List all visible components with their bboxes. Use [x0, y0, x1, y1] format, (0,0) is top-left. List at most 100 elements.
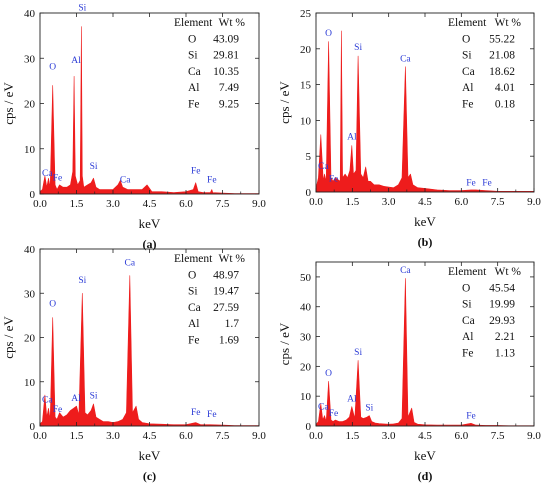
- peak-label: Ca: [42, 396, 53, 406]
- y-tick-label: 30: [24, 288, 36, 300]
- x-tick-label: 1.5: [70, 430, 84, 442]
- peak-label: Al: [71, 56, 81, 66]
- x-tick-label: 6.0: [179, 430, 193, 442]
- table-cell-wt: 9.25: [219, 99, 239, 111]
- peak-label: O: [49, 300, 56, 310]
- y-tick-label: 30: [300, 332, 312, 344]
- table-cell-wt: 18.62: [489, 66, 515, 78]
- y-tick-label: 30: [24, 53, 36, 65]
- x-tick-label: 0.0: [33, 430, 47, 442]
- x-tick-label: 7.5: [491, 196, 505, 208]
- y-tick-label: 40: [300, 302, 312, 314]
- y-tick-label: 0: [30, 421, 36, 433]
- y-axis-label: cps / eV: [277, 81, 292, 124]
- table-cell-element: Al: [462, 82, 474, 94]
- y-tick-label: 0: [306, 187, 312, 199]
- x-tick-label: 0.0: [309, 196, 323, 208]
- table-cell-element: Fe: [188, 99, 200, 111]
- spectrum-area: [315, 278, 535, 427]
- x-tick-label: 9.0: [252, 198, 266, 210]
- table-cell-wt: 1.13: [495, 348, 515, 360]
- table-header-wt: Wt %: [218, 253, 245, 265]
- panel-label: (c): [143, 469, 156, 483]
- peak-label: Si: [78, 4, 86, 14]
- peak-label: Si: [90, 392, 98, 402]
- table-cell-element: O: [188, 269, 196, 281]
- x-tick-label: 6.0: [454, 430, 468, 442]
- peak-label: Fe: [466, 179, 476, 189]
- table-cell-element: Ca: [462, 315, 475, 327]
- peak-label: Fe: [466, 412, 476, 422]
- x-axis-label: keV: [139, 216, 161, 231]
- table-cell-wt: 7.49: [219, 82, 239, 94]
- peak-label: O: [325, 29, 332, 39]
- peak-label: Al: [347, 394, 357, 404]
- panel-label: (b): [418, 235, 433, 249]
- spectrum-area: [39, 275, 260, 427]
- y-tick-label: 50: [300, 272, 312, 284]
- table-cell-wt: 48.97: [213, 269, 239, 281]
- table-cell-wt: 29.81: [213, 50, 239, 62]
- table-cell-element: Fe: [188, 335, 200, 347]
- peak-label: Ca: [318, 403, 329, 413]
- table-header-wt: Wt %: [218, 17, 245, 29]
- peak-label: Si: [78, 276, 86, 286]
- table-cell-element: Ca: [188, 302, 201, 314]
- x-tick-label: 0.0: [33, 198, 47, 210]
- table-cell-element: Fe: [462, 348, 474, 360]
- peak-label: Fe: [329, 409, 339, 419]
- x-axis-label: keV: [139, 448, 161, 463]
- y-axis-label: cps / eV: [1, 82, 16, 125]
- y-tick-label: 10: [300, 115, 312, 127]
- table-cell-wt: 0.18: [495, 99, 515, 111]
- x-tick-label: 1.5: [70, 198, 84, 210]
- y-axis-label: cps / eV: [1, 316, 16, 359]
- peak-label: Fe: [329, 174, 339, 184]
- y-axis-label: cps / eV: [277, 322, 292, 365]
- peak-label: Fe: [53, 173, 63, 183]
- x-tick-label: 9.0: [252, 430, 266, 442]
- table-cell-wt: 27.59: [213, 302, 239, 314]
- x-tick-label: 3.0: [382, 196, 396, 208]
- y-tick-label: 10: [24, 377, 36, 389]
- y-tick-label: 40: [24, 244, 36, 256]
- x-tick-label: 3.0: [106, 430, 120, 442]
- x-tick-label: 7.5: [216, 430, 230, 442]
- y-tick-label: 20: [300, 361, 312, 373]
- table-cell-element: Ca: [188, 66, 201, 78]
- y-tick-label: 0: [306, 421, 312, 433]
- panel-label: (d): [418, 469, 433, 483]
- spectrum-area: [39, 26, 260, 195]
- y-tick-label: 20: [24, 99, 36, 111]
- table-cell-element: Fe: [462, 99, 474, 111]
- y-tick-label: 40: [24, 8, 36, 20]
- peak-label: Si: [365, 403, 373, 413]
- x-tick-label: 4.5: [143, 430, 157, 442]
- peak-label: Ca: [400, 266, 411, 276]
- y-tick-label: 10: [24, 144, 36, 156]
- x-tick-label: 4.5: [143, 198, 157, 210]
- table-cell-element: Si: [462, 299, 472, 311]
- y-tick-label: 0: [30, 189, 36, 201]
- panel-b: 0.0 1.5 3.0 4.5 6.0 7.5 9.0 0 5 10 15 20 25 keV cps / …: [277, 8, 541, 249]
- x-axis-label: keV: [414, 448, 436, 463]
- peak-label: Ca: [318, 162, 329, 172]
- table-header-wt: Wt %: [494, 266, 521, 278]
- peak-label: Fe: [53, 405, 63, 415]
- peak-label: O: [49, 63, 56, 73]
- table-cell-wt: 2.21: [495, 331, 515, 343]
- y-tick-label: 15: [300, 80, 312, 92]
- x-tick-label: 9.0: [527, 430, 541, 442]
- x-tick-label: 6.0: [179, 198, 193, 210]
- x-tick-label: 1.5: [345, 196, 359, 208]
- x-tick-label: 3.0: [382, 430, 396, 442]
- table-cell-element: Al: [188, 82, 200, 94]
- table-header-element: Element: [448, 266, 487, 278]
- table-cell-wt: 1.7: [225, 318, 240, 330]
- x-axis-label: keV: [414, 214, 436, 229]
- table-cell-element: O: [462, 282, 470, 294]
- x-tick-label: 9.0: [527, 196, 541, 208]
- peak-label: O: [325, 369, 332, 379]
- table-cell-element: O: [188, 33, 196, 45]
